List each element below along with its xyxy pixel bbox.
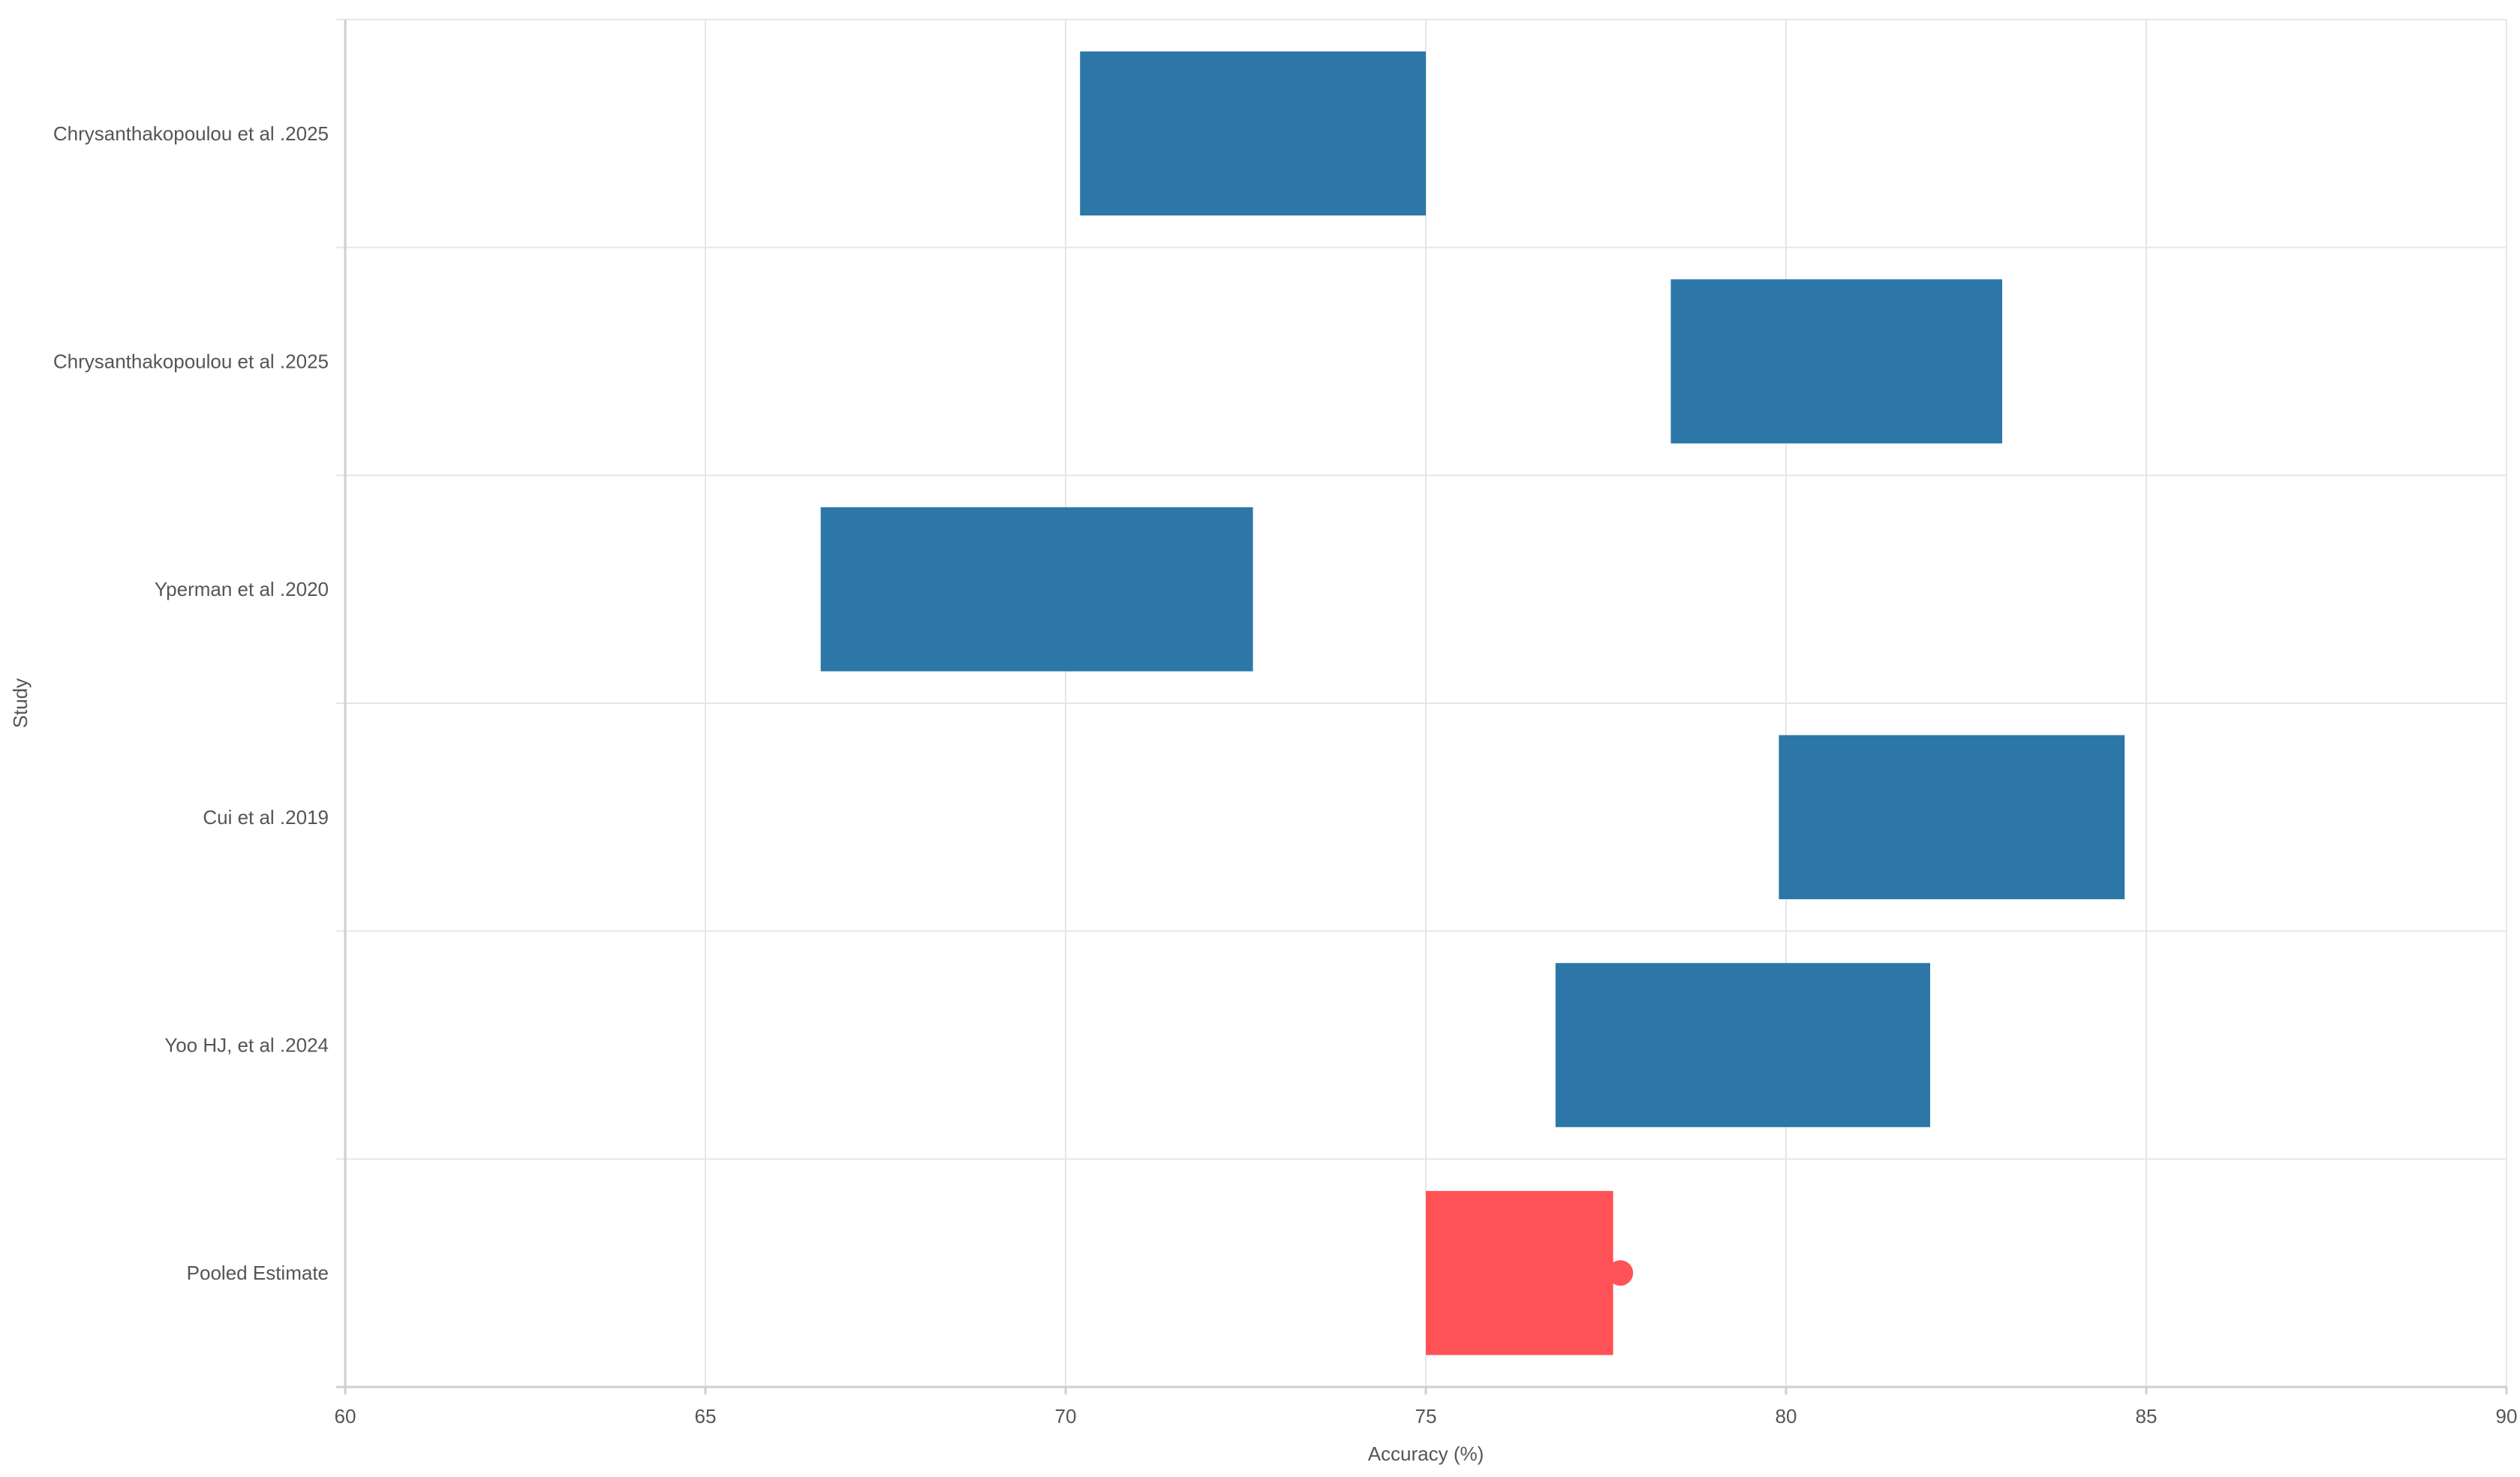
range-bar-4: [1555, 963, 1930, 1127]
x-tick-label-4: 80: [1776, 1405, 1797, 1427]
labels: 60 65 70 75 80 85 90 Chrysanthakopoulou et al .…: [53, 122, 2518, 1427]
axes: [336, 20, 2508, 1394]
category-label-0: Chrysanthakopoulou et al .2025: [53, 122, 329, 145]
range-bar-0: [1080, 51, 1426, 216]
grid: [336, 19, 2507, 1388]
range-bars: [820, 51, 2125, 1355]
y-axis-title: Study: [9, 678, 32, 729]
x-tick-label-5: 85: [2136, 1405, 2158, 1427]
x-tick-label-6: 90: [2496, 1405, 2518, 1427]
x-tick-label-0: 60: [335, 1405, 356, 1427]
category-label-4: Yoo HJ, et al .2024: [164, 1034, 329, 1057]
range-bar-1: [1670, 279, 2002, 444]
category-label-3: Cui et al .2019: [203, 806, 329, 829]
x-tick-label-1: 65: [695, 1405, 717, 1427]
category-label-5: Pooled Estimate: [187, 1262, 329, 1284]
pooled-point-5: [1607, 1260, 1634, 1286]
x-tick-label-2: 70: [1055, 1405, 1077, 1427]
category-label-2: Yperman et al .2020: [155, 578, 329, 600]
x-axis-title: Accuracy (%): [1368, 1442, 1484, 1465]
category-label-1: Chrysanthakopoulou et al .2025: [53, 350, 329, 373]
range-bar-3: [1779, 735, 2125, 900]
x-tick-label-3: 75: [1415, 1405, 1437, 1427]
range-bar-2: [820, 507, 1253, 672]
range-bar-5: [1426, 1190, 1613, 1355]
